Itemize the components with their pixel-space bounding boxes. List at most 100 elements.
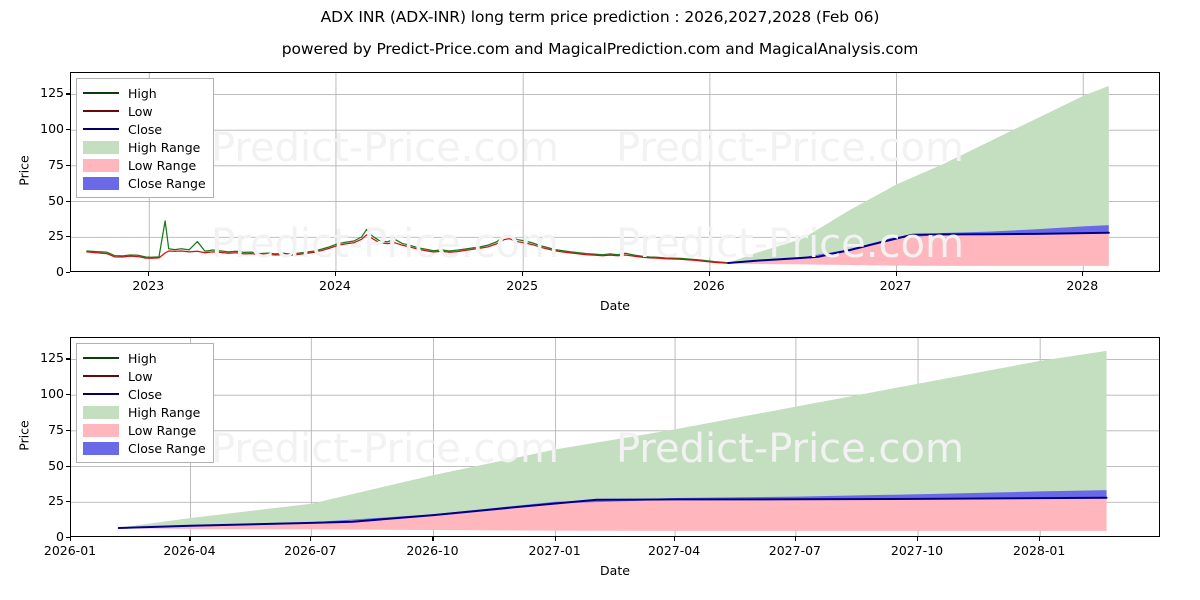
legend-patch-swatch-icon (83, 140, 119, 154)
x-tick-label: 2026 (692, 278, 725, 293)
x-tick-mark (70, 537, 72, 541)
x-tick-mark (708, 272, 710, 276)
legend-item-label: High Range (128, 404, 201, 420)
x-tick-mark (334, 272, 337, 276)
top-plot-area: Predict-Price.com Predict-Price.com Pred… (70, 72, 1160, 272)
x-tick-mark (1082, 272, 1084, 276)
legend-line-swatch-icon (83, 86, 119, 100)
figure-title: ADX INR (ADX-INR) long term price predic… (320, 8, 880, 26)
y-tick-mark (66, 537, 70, 539)
y-tick-mark (66, 272, 70, 274)
legend-item-low[interactable]: Low (83, 102, 206, 120)
legend-item-label: Close Range (128, 175, 206, 191)
legend-item-label: Close Range (128, 440, 206, 456)
legend-item-low-range[interactable]: Low Range (83, 421, 206, 439)
y-tick-mark (66, 236, 70, 238)
legend-patch-swatch-icon (83, 441, 119, 455)
bottom-chart-svg (71, 338, 1159, 536)
x-tick-mark (674, 537, 676, 541)
x-tick-label: 2024 (319, 278, 351, 293)
legend-item-low[interactable]: Low (83, 367, 206, 385)
x-tick-label: 2028 (1066, 278, 1099, 293)
legend-item-label: High Range (128, 139, 201, 155)
x-tick-mark (310, 537, 312, 541)
x-tick-mark (794, 537, 796, 541)
figure-subtitle: powered by Predict-Price.com and Magical… (281, 40, 919, 58)
legend-line-swatch-icon (83, 369, 119, 383)
x-tick-label: 2027-01 (528, 543, 581, 558)
y-tick-label: 0 (56, 529, 64, 544)
y-tick-mark (66, 129, 70, 131)
legend-item-close[interactable]: Close (83, 385, 206, 403)
x-tick-label: 2026-10 (406, 543, 459, 558)
y-tick-label: 100 (40, 121, 64, 137)
x-tick-label: 2027 (879, 278, 912, 293)
top-chart-axes: Predict-Price.com Predict-Price.com Pred… (70, 72, 1160, 272)
legend-item-high[interactable]: High (83, 84, 206, 102)
y-tick-label: 25 (48, 228, 64, 244)
legend-patch-swatch-icon (83, 423, 119, 437)
y-tick-label: 75 (48, 421, 64, 437)
x-tick-mark (189, 537, 191, 541)
y-tick-label: 50 (48, 192, 64, 208)
x-tick-label: 2026-01 (43, 543, 97, 558)
legend-item-low-range[interactable]: Low Range (83, 156, 206, 174)
legend-item-label: High (128, 350, 157, 366)
y-axis-label: Price (16, 155, 32, 186)
y-tick-label: 125 (40, 350, 64, 366)
legend-line-swatch-icon (83, 351, 119, 365)
x-axis-label: Date (600, 298, 630, 313)
legend-item-label: Low Range (128, 422, 197, 438)
y-tick-label: 50 (48, 457, 64, 473)
legend-item-label: Close (128, 386, 163, 402)
x-tick-label: 2023 (132, 278, 165, 293)
legend-item-label: Low Range (128, 157, 197, 173)
y-tick-label: 0 (56, 264, 64, 279)
x-tick-mark (895, 272, 897, 276)
x-tick-mark (522, 272, 524, 276)
legend-patch-swatch-icon (83, 405, 119, 419)
legend-item-label: High (128, 85, 157, 101)
legend-line-bar (83, 393, 119, 395)
x-tick-label: 2028-01 (1013, 543, 1066, 558)
legend-item-high[interactable]: High (83, 349, 206, 367)
legend-patch-swatch-icon (83, 158, 119, 172)
legend-item-high-range[interactable]: High Range (83, 138, 206, 156)
y-tick-mark (66, 501, 70, 503)
bottom-chart-axes: Predict-Price.com Predict-Price.com (70, 337, 1160, 537)
legend-line-bar (83, 128, 119, 130)
legend-item-label: Low (128, 368, 153, 384)
legend-item-label: Low (128, 103, 153, 119)
x-tick-label: 2027-07 (768, 543, 821, 558)
x-tick-mark (148, 272, 150, 276)
x-tick-mark (917, 537, 919, 541)
legend-line-bar (83, 357, 119, 359)
y-tick-label: 125 (40, 85, 64, 101)
x-tick-mark (554, 537, 556, 541)
legend-line-swatch-icon (83, 104, 119, 118)
chart-legend[interactable]: High Low Close High Range Low Range Close Ran… (76, 343, 214, 463)
y-tick-mark (66, 394, 70, 396)
legend-item-high-range[interactable]: High Range (83, 403, 206, 421)
legend-item-close[interactable]: Close (83, 120, 206, 138)
y-tick-mark (66, 93, 70, 95)
y-tick-mark (66, 358, 70, 360)
legend-line-bar (83, 110, 119, 112)
legend-line-bar (83, 92, 119, 94)
y-tick-mark (66, 429, 70, 431)
legend-item-label: Close (128, 121, 163, 137)
legend-item-close-range[interactable]: Close Range (83, 174, 206, 192)
legend-item-close-range[interactable]: Close Range (83, 439, 206, 457)
y-axis-label: Price (16, 420, 32, 451)
y-tick-label: 75 (48, 156, 64, 172)
top-chart-svg (71, 73, 1159, 271)
y-tick-label: 25 (48, 493, 64, 509)
y-tick-mark (66, 200, 70, 202)
legend-line-swatch-icon (83, 122, 119, 136)
chart-legend[interactable]: High Low Close High Range Low Range Close Ran… (76, 78, 214, 198)
x-axis-label: Date (600, 563, 630, 578)
x-tick-label: 2026-04 (163, 543, 216, 558)
x-tick-label: 2025 (506, 278, 539, 293)
x-tick-mark (1039, 537, 1041, 541)
